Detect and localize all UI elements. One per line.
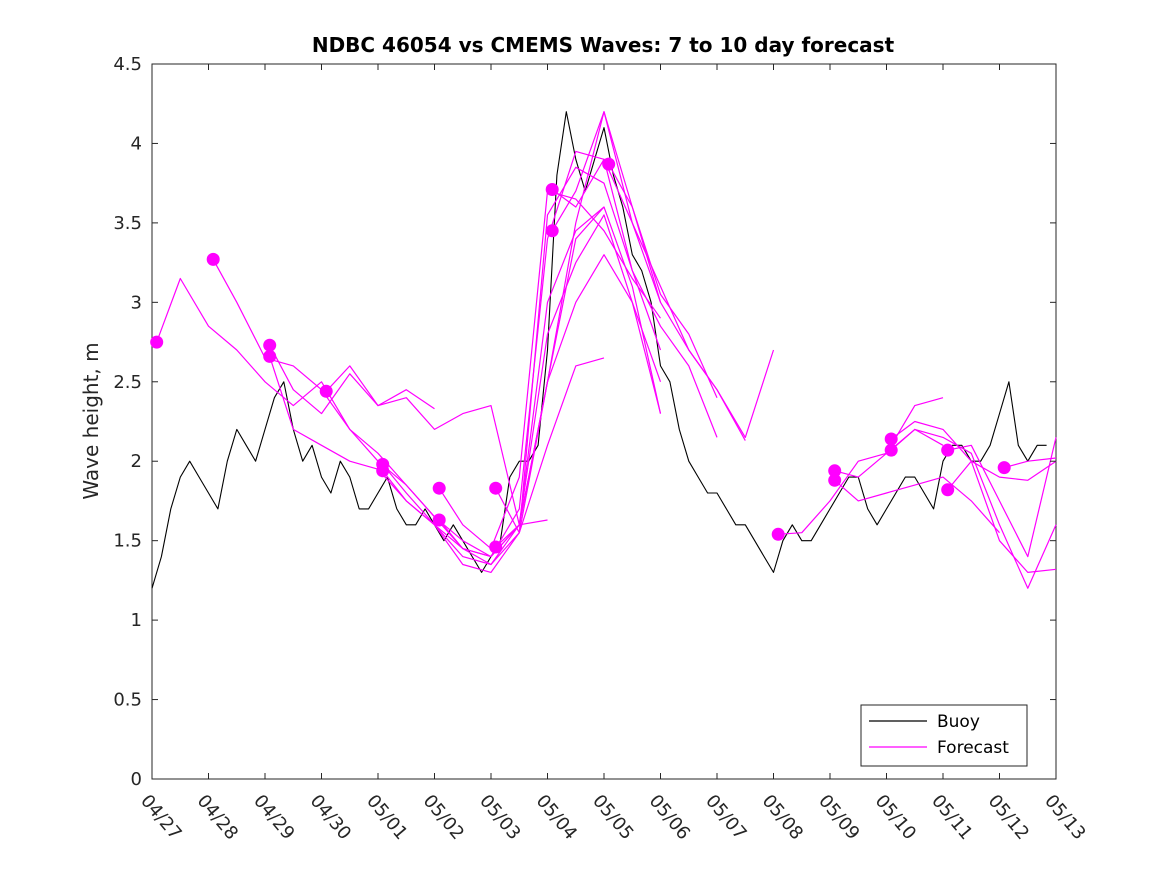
forecast-line-20 [947, 460, 1057, 491]
forecast-start-marker-8 [432, 513, 446, 527]
forecast-series [150, 111, 1057, 589]
forecast-line-11 [551, 158, 662, 351]
forecast-start-marker-17 [884, 432, 898, 446]
forecast-start-marker-20 [941, 483, 955, 497]
forecast-line-10 [495, 214, 662, 548]
forecast-line-18 [890, 428, 1057, 589]
y-tick-label: 4 [131, 133, 142, 154]
forecast-line-5 [382, 357, 605, 574]
forecast-start-marker-11 [545, 183, 559, 196]
forecast-start-marker-1 [206, 252, 220, 266]
legend-label-forecast: Forecast [937, 738, 1009, 758]
y-axis-ticks: 0 0.5 1 1.5 2 2.5 3 3.5 4 4.5 [113, 54, 1056, 790]
legend-box [860, 704, 1028, 767]
axes-box [151, 63, 1057, 780]
forecast-start-marker-4 [319, 384, 333, 398]
y-tick-label: 2 [131, 451, 142, 472]
forecast-start-marker-13 [602, 157, 616, 171]
forecast-start-marker-12 [545, 224, 559, 238]
forecast-line-4 [325, 365, 435, 410]
y-tick-label: 2.5 [113, 372, 142, 393]
forecast-start-marker-14 [771, 527, 785, 541]
forecast-line-13 [608, 163, 718, 398]
forecast-start-marker-21 [997, 461, 1011, 475]
forecast-start-marker-9 [489, 481, 503, 495]
forecast-line-16 [834, 476, 1000, 534]
y-tick-label: 3.5 [113, 213, 142, 234]
forecast-start-marker-15 [828, 464, 842, 478]
legend: Buoy Forecast [860, 704, 1028, 767]
forecast-line-9 [495, 111, 746, 534]
forecast-start-marker-2 [263, 338, 277, 352]
chart-title: NDBC 46054 vs CMEMS Waves: 7 to 10 day f… [312, 33, 895, 57]
plot-area [151, 63, 1057, 780]
y-tick-label: 3 [131, 292, 142, 313]
forecast-start-marker-6 [376, 464, 390, 478]
y-tick-label: 0.5 [113, 690, 142, 711]
legend-label-buoy: Buoy [937, 712, 980, 732]
forecast-start-marker-19 [941, 443, 955, 457]
forecast-start-marker-10 [489, 540, 503, 554]
forecast-line-12 [551, 111, 662, 303]
forecast-line-3 [269, 254, 662, 566]
forecast-line-2 [269, 206, 662, 526]
forecast-start-marker-16 [828, 473, 842, 487]
forecast-start-marker-3 [263, 349, 277, 363]
y-axis-label: Wave height, m [79, 342, 103, 499]
y-tick-label: 1.5 [113, 531, 142, 552]
y-tick-label: 0 [131, 769, 142, 790]
forecast-start-marker-7 [432, 481, 446, 495]
forecast-line-21 [1004, 457, 1057, 469]
y-tick-label: 4.5 [113, 54, 142, 75]
forecast-start-marker-0 [150, 335, 164, 349]
y-tick-label: 1 [131, 610, 142, 631]
forecast-start-marker-18 [884, 443, 898, 457]
forecast-line-19 [947, 437, 1057, 558]
